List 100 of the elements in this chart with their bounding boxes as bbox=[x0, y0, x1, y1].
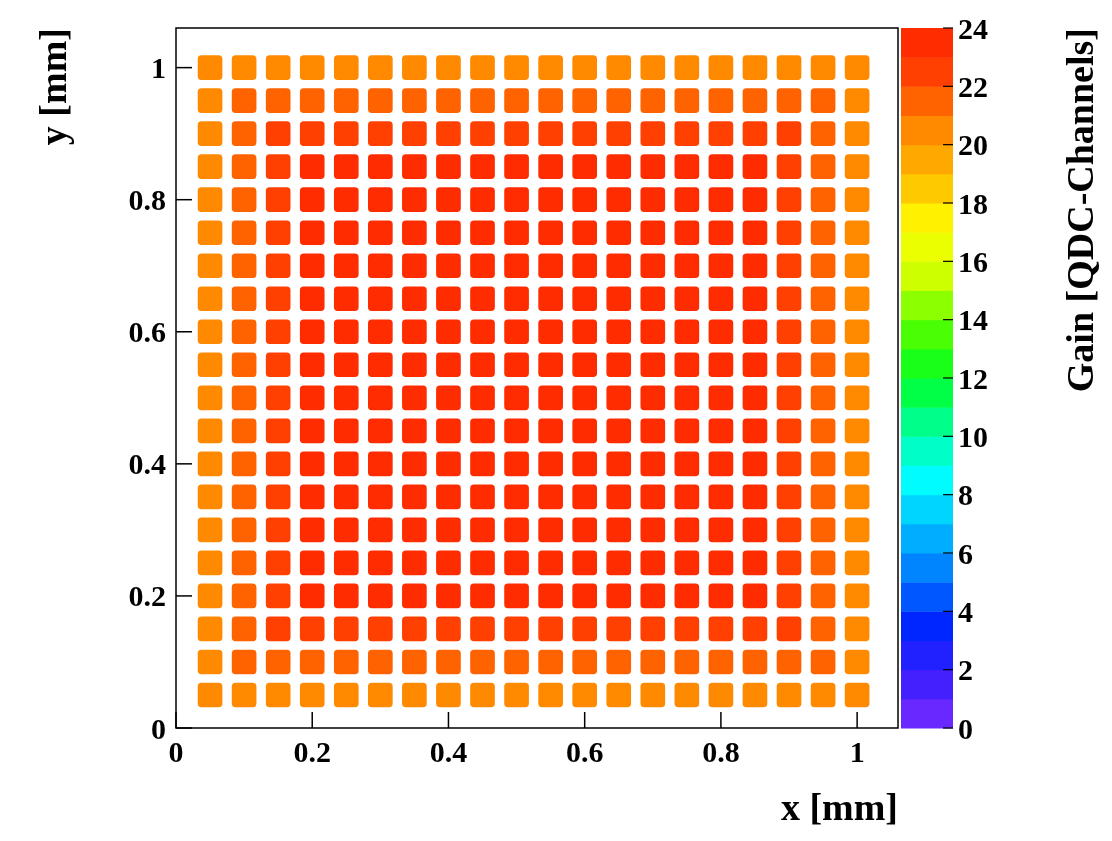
point bbox=[742, 649, 768, 675]
point bbox=[742, 451, 768, 477]
point bbox=[810, 352, 836, 378]
point bbox=[299, 682, 325, 708]
point bbox=[333, 55, 359, 80]
y-tick-label: 0.4 bbox=[128, 447, 166, 481]
point bbox=[538, 220, 563, 246]
point bbox=[572, 121, 598, 146]
point bbox=[674, 517, 700, 543]
point bbox=[844, 385, 870, 411]
point bbox=[742, 583, 768, 609]
point bbox=[470, 517, 495, 543]
point bbox=[776, 451, 802, 477]
point bbox=[674, 220, 700, 246]
point bbox=[197, 616, 223, 642]
point bbox=[368, 253, 393, 279]
point bbox=[299, 55, 325, 80]
point bbox=[640, 187, 666, 213]
point bbox=[844, 154, 870, 180]
point bbox=[538, 55, 563, 80]
point bbox=[776, 616, 802, 642]
point bbox=[470, 352, 495, 378]
point bbox=[197, 517, 223, 543]
point bbox=[197, 451, 223, 477]
point bbox=[538, 649, 563, 675]
point bbox=[606, 649, 632, 675]
point bbox=[538, 253, 563, 279]
point bbox=[504, 187, 529, 213]
point bbox=[674, 451, 700, 477]
point bbox=[606, 187, 632, 213]
point bbox=[708, 121, 734, 146]
point bbox=[742, 187, 768, 213]
point bbox=[333, 484, 359, 510]
point bbox=[640, 517, 666, 543]
point bbox=[436, 418, 461, 444]
point bbox=[538, 583, 563, 609]
point bbox=[742, 154, 768, 180]
point bbox=[708, 682, 734, 708]
point bbox=[810, 220, 836, 246]
point bbox=[470, 451, 495, 477]
point bbox=[504, 88, 529, 113]
point bbox=[844, 484, 870, 510]
color-bar-label: 14 bbox=[958, 303, 988, 337]
point bbox=[402, 253, 427, 279]
point bbox=[436, 286, 461, 312]
x-tick-label: 0.4 bbox=[429, 735, 468, 768]
point bbox=[844, 319, 870, 345]
point bbox=[640, 451, 666, 477]
point bbox=[470, 253, 495, 279]
point bbox=[368, 484, 393, 510]
point bbox=[470, 418, 495, 444]
point bbox=[674, 682, 700, 708]
point bbox=[402, 682, 427, 708]
y-axis-title: y [mm] bbox=[32, 28, 74, 146]
point bbox=[776, 121, 802, 146]
point bbox=[742, 550, 768, 576]
color-bar-label: 24 bbox=[958, 11, 988, 45]
point bbox=[265, 385, 291, 411]
point bbox=[197, 220, 223, 246]
point bbox=[776, 154, 802, 180]
point bbox=[197, 418, 223, 444]
point bbox=[708, 484, 734, 510]
point bbox=[470, 121, 495, 146]
point bbox=[640, 385, 666, 411]
point bbox=[470, 682, 495, 708]
point bbox=[436, 154, 461, 180]
point bbox=[810, 55, 836, 80]
point bbox=[538, 484, 563, 510]
point bbox=[810, 418, 836, 444]
point bbox=[470, 187, 495, 213]
point bbox=[776, 484, 802, 510]
point bbox=[402, 88, 427, 113]
point bbox=[299, 649, 325, 675]
point bbox=[640, 55, 666, 80]
point bbox=[197, 385, 223, 411]
point bbox=[197, 484, 223, 510]
color-bar-label: 4 bbox=[958, 594, 973, 628]
point bbox=[231, 121, 257, 146]
point bbox=[844, 88, 870, 113]
point bbox=[742, 385, 768, 411]
point bbox=[368, 385, 393, 411]
point bbox=[436, 682, 461, 708]
point bbox=[810, 88, 836, 113]
point bbox=[265, 253, 291, 279]
color-bar-label: 0 bbox=[958, 711, 973, 745]
point bbox=[674, 583, 700, 609]
color-bar-label: 8 bbox=[958, 478, 973, 512]
point bbox=[538, 121, 563, 146]
point bbox=[708, 352, 734, 378]
point bbox=[504, 583, 529, 609]
point bbox=[640, 220, 666, 246]
point bbox=[197, 55, 223, 80]
point bbox=[708, 517, 734, 543]
point bbox=[231, 583, 257, 609]
point bbox=[470, 550, 495, 576]
point bbox=[776, 220, 802, 246]
point bbox=[197, 253, 223, 279]
point bbox=[810, 550, 836, 576]
point bbox=[844, 517, 870, 543]
point bbox=[402, 550, 427, 576]
